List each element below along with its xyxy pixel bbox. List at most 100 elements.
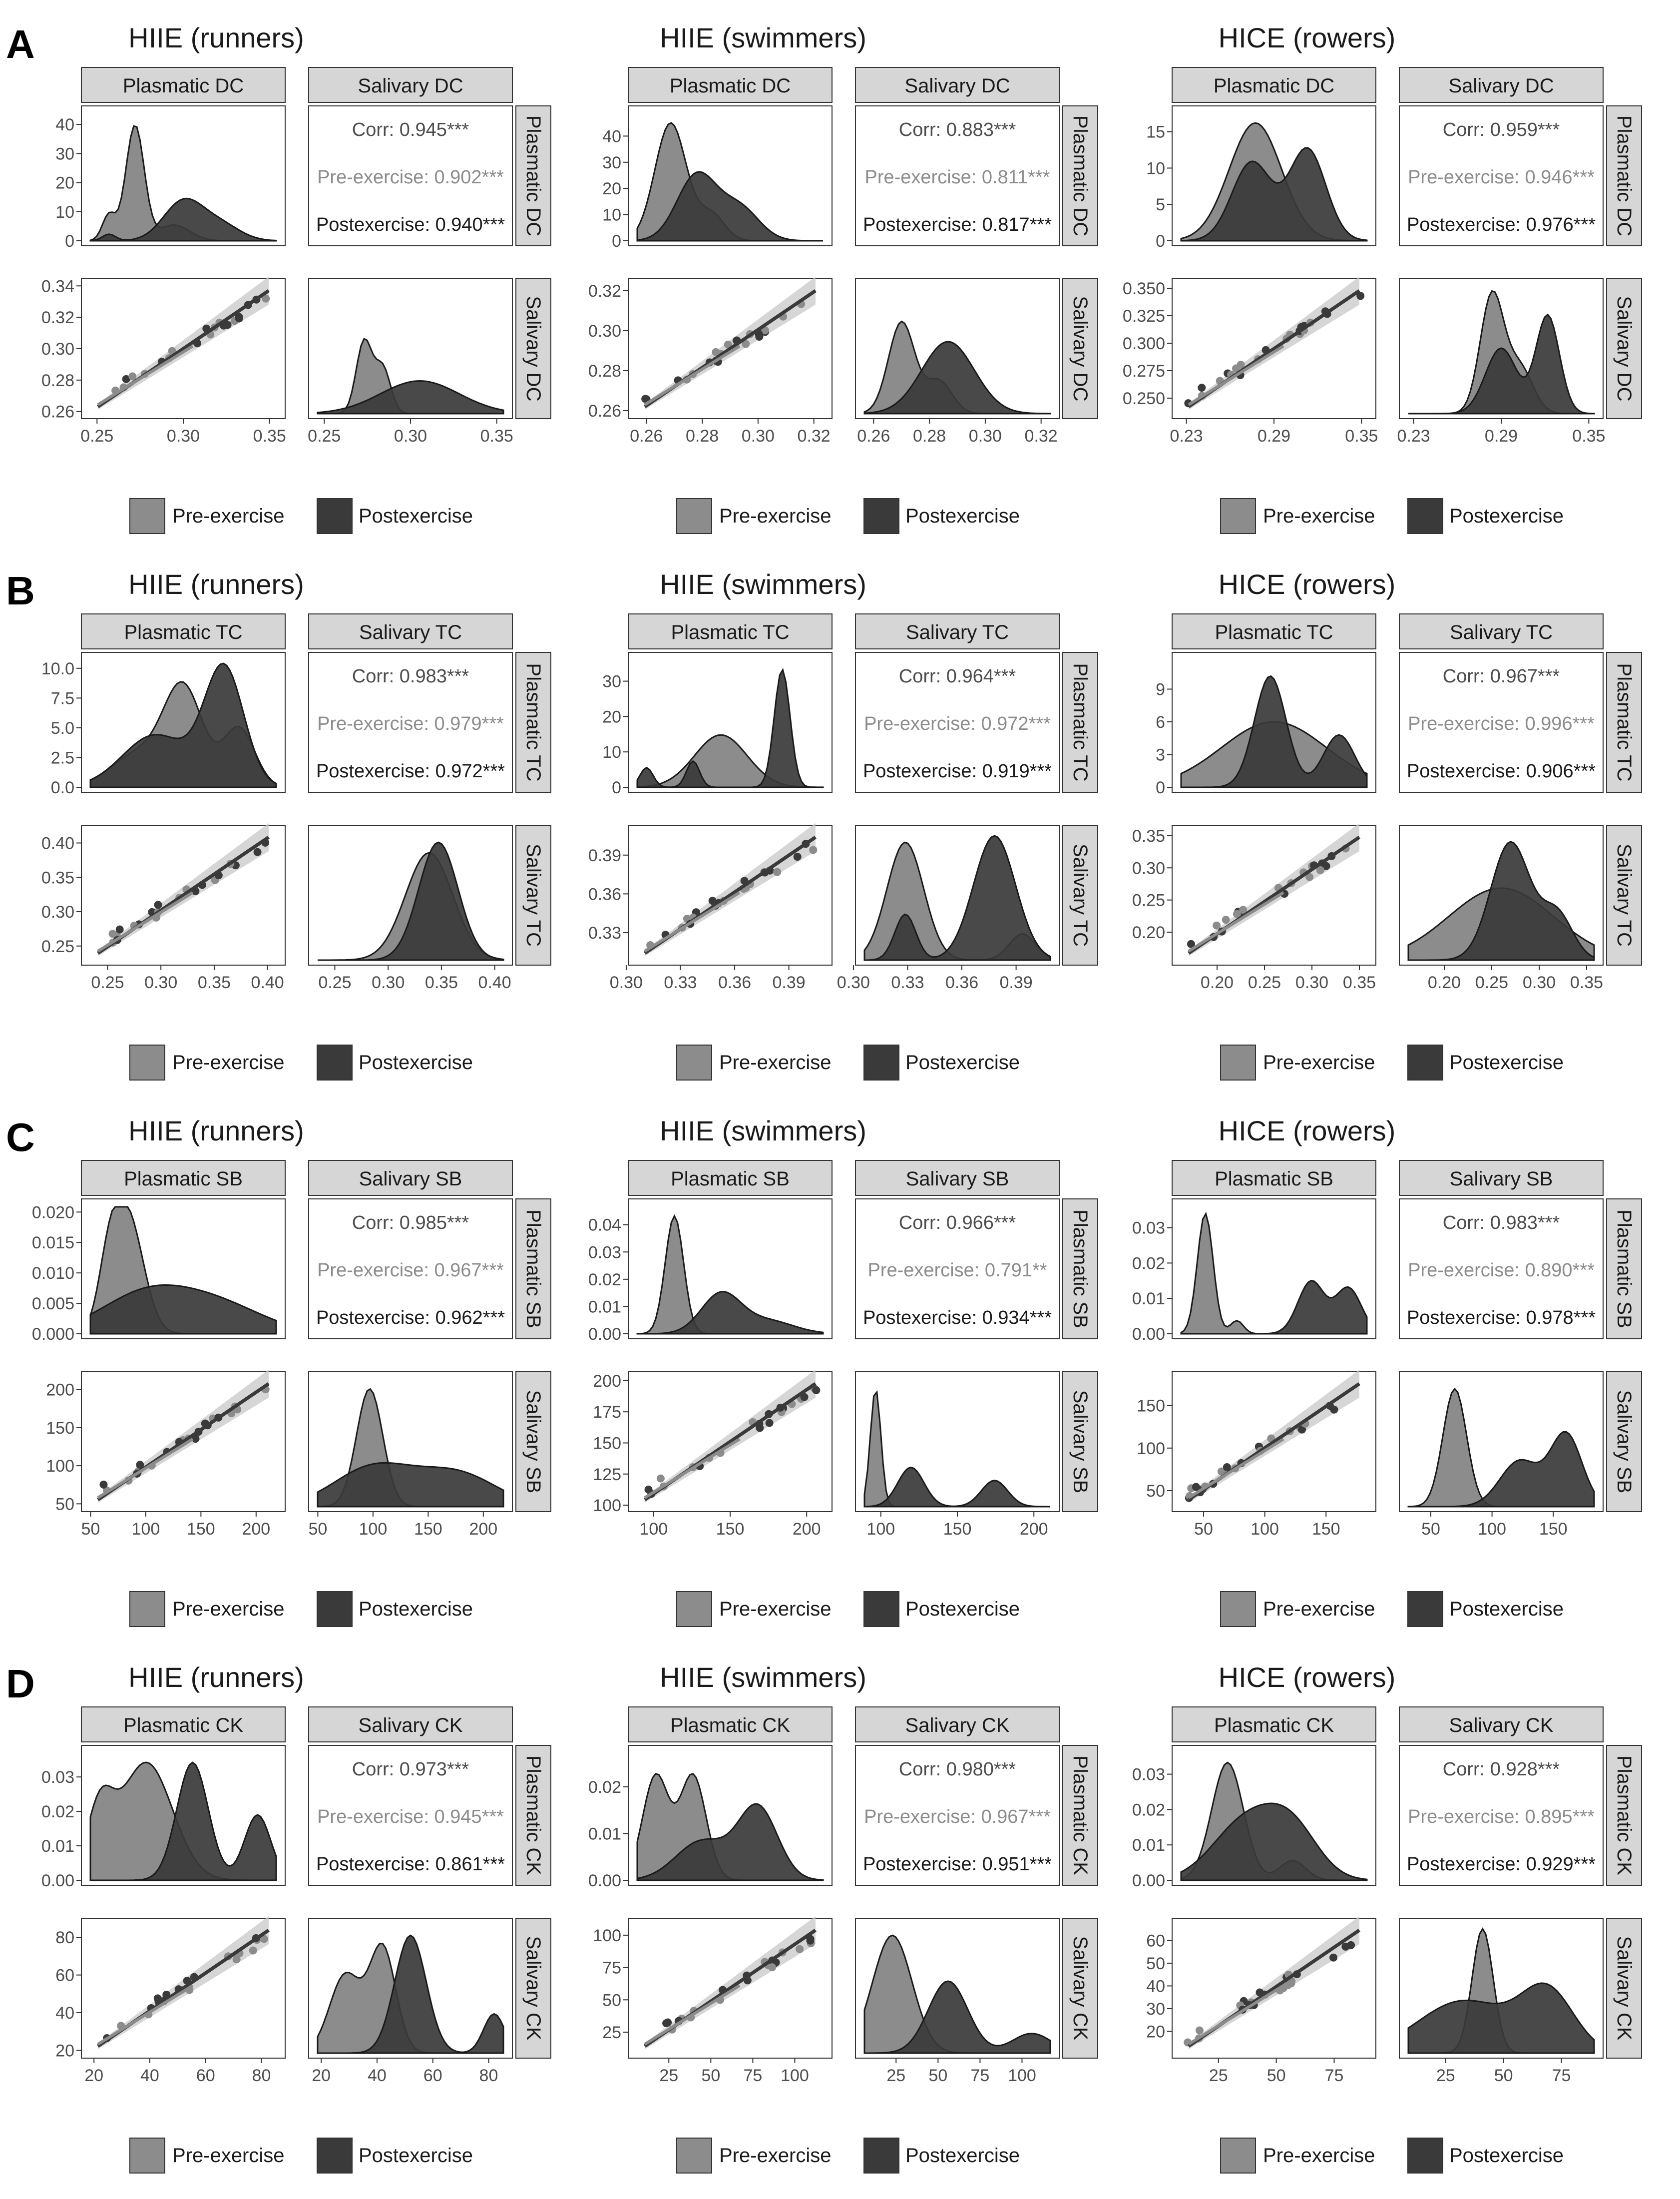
facet-strip-label: Plasmatic DC <box>1069 115 1091 236</box>
y-tick-label: 40 <box>1146 1977 1165 1996</box>
corr-post: Postexercise: 0.951*** <box>863 1854 1052 1875</box>
density-post-var2 <box>1408 841 1595 961</box>
corr-post-value: 0.972*** <box>435 761 505 782</box>
y-tick-label: 100 <box>46 1457 74 1476</box>
x-tick-label: 150 <box>414 1520 442 1539</box>
x-tick-label: 200 <box>1020 1520 1048 1539</box>
chart-title: HIIE (runners) <box>128 568 304 600</box>
facet-strip-label: Salivary SB <box>1069 1390 1091 1494</box>
panel-frame <box>1399 105 1604 246</box>
facet-strip <box>628 1160 833 1196</box>
legend-label-pre: Pre-exercise <box>172 1052 285 1074</box>
y-tick-label: 125 <box>593 1465 621 1484</box>
facet-strip-label: Salivary SB <box>906 1168 1009 1190</box>
facet-strip <box>1062 105 1098 246</box>
y-tick-label: 0.28 <box>41 371 74 390</box>
legend-swatch-post <box>863 1591 899 1627</box>
x-tick-label: 100 <box>866 1520 895 1539</box>
corr-all: Corr: 0.966*** <box>899 1212 1016 1233</box>
corr-all: Corr: 0.964*** <box>899 666 1016 687</box>
facet-strip-label: Plasmatic CK <box>123 1714 243 1736</box>
scatter-point <box>800 1393 809 1401</box>
density-post-var1 <box>1180 1802 1368 1881</box>
density-post-var1 <box>1180 147 1368 242</box>
corr-pre-value: 0.996*** <box>1525 713 1595 734</box>
density-post-var2 <box>864 835 1051 961</box>
x-tick-label: 100 <box>781 2066 809 2085</box>
y-tick-label: 0.34 <box>41 277 74 296</box>
x-tick-label: 200 <box>469 1520 497 1539</box>
panel-letter: D <box>6 1661 35 1706</box>
y-tick-label: 40 <box>55 115 74 134</box>
x-tick-label: 25 <box>659 2066 678 2085</box>
facet-strip <box>308 67 513 103</box>
chart-title: HIIE (runners) <box>128 22 304 53</box>
facet-strip <box>855 613 1060 649</box>
facet-strip <box>1606 825 1642 966</box>
scatter-point <box>249 1946 257 1955</box>
scatter-point <box>1298 1425 1306 1434</box>
corr-pre-value: 0.967*** <box>434 1260 504 1281</box>
corr-all-label: Corr: <box>899 1759 946 1780</box>
facet-strip-label: Salivary CK <box>522 1936 544 2041</box>
y-tick-label: 0.20 <box>1132 923 1165 942</box>
y-tick-label: 0.04 <box>588 1216 621 1235</box>
scatter-point <box>773 868 782 876</box>
y-tick-label: 0.020 <box>32 1203 74 1222</box>
x-tick-label: 0.29 <box>1485 427 1518 446</box>
facet-strip-label: Plasmatic CK <box>670 1714 790 1736</box>
y-tick-label: 0.30 <box>41 903 74 922</box>
density-post-var2 <box>1408 313 1595 415</box>
density-post-var2 <box>864 1980 1051 2054</box>
x-tick-label: 150 <box>716 1520 745 1539</box>
scatter-point <box>1213 921 1221 930</box>
corr-all-value: 0.980*** <box>946 1759 1016 1780</box>
scatter-point <box>253 848 262 856</box>
legend-swatch-post <box>863 2138 899 2174</box>
corr-post: Postexercise: 0.861*** <box>316 1854 505 1875</box>
regression-line-pre <box>97 345 194 406</box>
y-tick-label: 0.325 <box>1123 307 1165 326</box>
corr-pre-value: 0.945*** <box>434 1806 504 1827</box>
y-tick-label: 60 <box>1146 1931 1165 1950</box>
x-tick-label: 50 <box>1194 1520 1213 1539</box>
y-tick-label: 0.00 <box>588 1325 621 1344</box>
x-tick-label: 20 <box>312 2066 331 2085</box>
scatter-point <box>796 1945 804 1953</box>
scatter-point <box>128 372 137 381</box>
corr-all: Corr: 0.928*** <box>1443 1759 1560 1780</box>
legend-swatch-post <box>1407 498 1443 534</box>
facet-strip <box>308 1706 513 1742</box>
x-tick-label: 0.30 <box>394 427 427 446</box>
density-post-var2 <box>317 380 504 415</box>
legend-label-pre: Pre-exercise <box>1263 1052 1375 1074</box>
corr-pre: Pre-exercise: 0.979*** <box>317 713 504 734</box>
x-tick-label: 50 <box>1421 1520 1440 1539</box>
density-post-var2 <box>1407 1982 1595 2054</box>
density-post-var2 <box>317 1462 504 1508</box>
chart-title: HIIE (swimmers) <box>660 1661 866 1693</box>
y-tick-label: 150 <box>46 1419 74 1438</box>
chart-title: HIIE (runners) <box>128 1115 304 1146</box>
facet-strip <box>515 1745 551 1886</box>
y-tick-label: 100 <box>593 1496 621 1515</box>
corr-all: Corr: 0.883*** <box>899 119 1016 140</box>
facet-strip <box>628 67 833 103</box>
facet-strip-label: Plasmatic DC <box>1613 115 1635 236</box>
legend-swatch-post <box>863 498 899 534</box>
y-tick-label: 100 <box>1137 1439 1165 1458</box>
x-tick-label: 0.30 <box>969 427 1002 446</box>
x-tick-label: 150 <box>1539 1520 1568 1539</box>
facet-strip-label: Salivary SB <box>359 1168 462 1190</box>
density-post-var1 <box>1181 675 1368 788</box>
x-tick-label: 0.25 <box>1475 973 1508 992</box>
y-tick-label: 0.01 <box>588 1824 621 1843</box>
facet-strip-label: Salivary DC <box>1613 296 1635 401</box>
legend-label-pre: Pre-exercise <box>719 2145 832 2167</box>
legend-label-post: Postexercise <box>1449 505 1564 527</box>
legend-swatch-post <box>1407 2138 1443 2174</box>
x-tick-label: 0.29 <box>1258 427 1290 446</box>
y-tick-label: 25 <box>602 2023 621 2042</box>
x-tick-label: 0.25 <box>80 427 113 446</box>
corr-all-label: Corr: <box>1443 1759 1490 1780</box>
